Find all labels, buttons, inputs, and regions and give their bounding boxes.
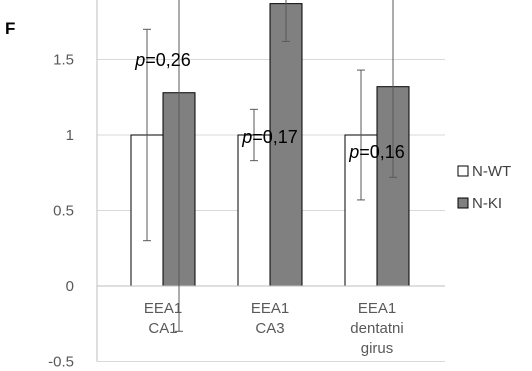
legend-swatch-n-ki	[457, 197, 469, 209]
p-value-annotation: p=0,17	[241, 127, 298, 147]
x-category-label: EEA1	[358, 300, 396, 317]
y-tick-label: -0.5	[48, 354, 74, 371]
legend: N-WT N-KI	[457, 163, 511, 212]
axes	[96, 0, 445, 362]
p-value-annotation: p=0,16	[348, 142, 405, 162]
legend-swatch-n-wt	[457, 165, 469, 177]
bar-n-ki-1	[269, 3, 303, 287]
legend-label-n-wt: N-WT	[472, 163, 511, 180]
x-category-label: CA3	[255, 320, 284, 337]
p-value-annotations: p=0,26 p=0,17 p=0,16	[134, 50, 405, 162]
y-tick-label: 0.5	[53, 203, 74, 220]
p-value-annotation: p=0,26	[134, 50, 191, 70]
x-category-label: EEA1	[144, 300, 182, 317]
panel-label: F	[5, 19, 15, 38]
x-category-label: EEA1	[251, 300, 289, 317]
y-tick-label: 1	[66, 127, 74, 144]
y-axis-ticks: 3.532.521.510.50-0.5	[48, 52, 74, 371]
legend-label-n-ki: N-KI	[472, 195, 502, 212]
x-category-label: dentatni	[350, 320, 403, 337]
x-category-label: CA1	[148, 320, 177, 337]
x-category-label: girus	[361, 340, 394, 357]
y-tick-label: 0	[66, 278, 74, 295]
x-axis-labels: EEA1 CA1 EEA1 CA3 EEA1 dentatni girus	[144, 300, 404, 357]
error-bars	[143, 0, 397, 332]
y-tick-label: 1.5	[53, 52, 74, 69]
